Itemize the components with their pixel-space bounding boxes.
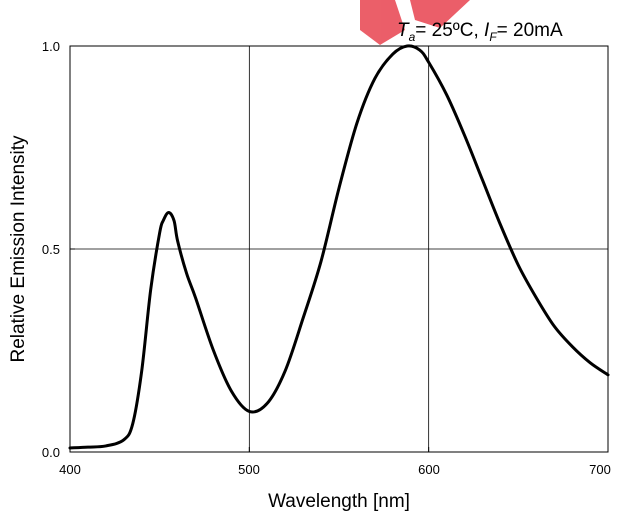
- watermark-logo: [360, 0, 470, 45]
- current-value: = 20mA: [497, 20, 563, 41]
- y-axis-title: Relative Emission Intensity: [8, 135, 29, 363]
- y-tick-label-1: 0.5: [42, 242, 60, 257]
- temperature-subscript: a: [409, 30, 416, 44]
- x-tick-label-3: 700: [589, 462, 611, 477]
- x-tick-label-0: 400: [59, 462, 81, 477]
- current-subscript: F: [489, 30, 497, 44]
- y-tick-label-0: 0.0: [42, 445, 60, 460]
- current-symbol: I: [484, 20, 490, 41]
- y-tick-label-2: 1.0: [42, 39, 60, 54]
- x-tick-label-1: 500: [238, 462, 260, 477]
- temperature-symbol: T: [397, 20, 410, 41]
- watermark-shape-2: [410, 0, 470, 28]
- condition-label: Ta= 25ºC, IF= 20mA: [397, 20, 563, 44]
- watermark-shape: [360, 0, 405, 45]
- x-axis-title: Wavelength [nm]: [268, 491, 410, 512]
- grid-lines: [70, 46, 608, 452]
- temperature-value: = 25ºC,: [415, 20, 484, 41]
- series-line-emission: [68, 44, 610, 450]
- axis-ticks: [69, 45, 609, 453]
- x-tick-label-2: 600: [418, 462, 440, 477]
